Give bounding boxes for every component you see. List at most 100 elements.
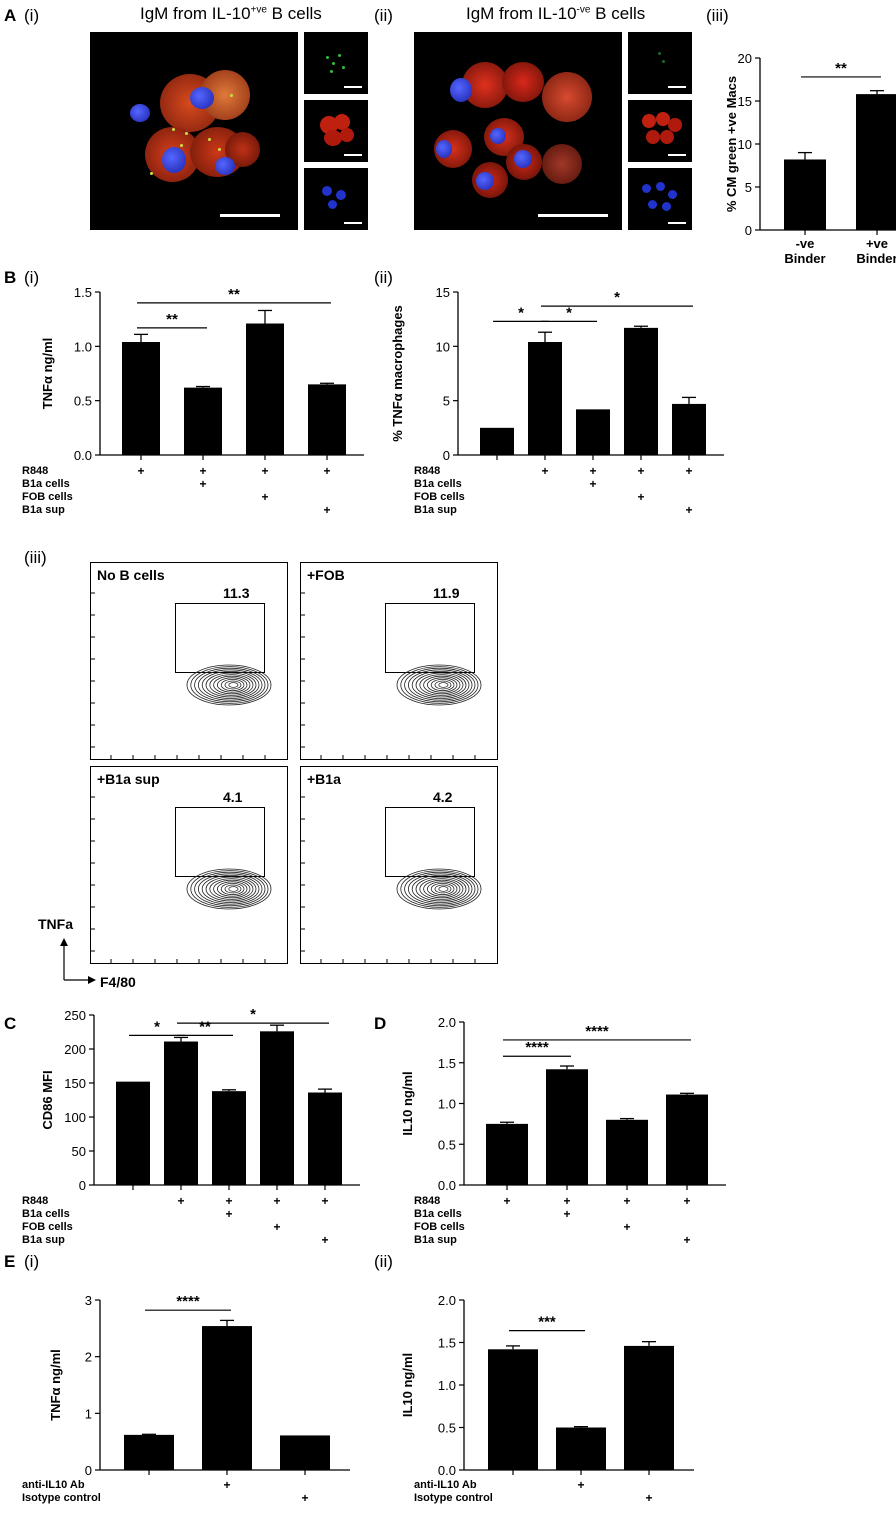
condition-plus: + bbox=[563, 1194, 570, 1208]
flow-panel: No B cells 11.3 bbox=[90, 562, 288, 760]
condition-plus: + bbox=[261, 490, 268, 504]
flow-x-axis-label: F4/80 bbox=[100, 974, 136, 990]
cell bbox=[642, 114, 656, 128]
condition-label: B1a cells bbox=[22, 478, 70, 490]
condition-label: Isotype control bbox=[22, 1492, 101, 1504]
y-tick-label: 0.5 bbox=[438, 1137, 456, 1152]
bar bbox=[528, 341, 562, 455]
contour-plot bbox=[91, 796, 272, 963]
condition-plus: + bbox=[683, 1233, 690, 1247]
condition-plus: + bbox=[321, 1233, 328, 1247]
nucleus bbox=[648, 200, 657, 209]
significance-label: * bbox=[614, 289, 620, 306]
contour-line bbox=[220, 679, 245, 692]
contour-line bbox=[213, 879, 251, 899]
contour-line bbox=[186, 664, 272, 706]
category-label: Binder bbox=[856, 251, 896, 266]
microscopy-blue-left bbox=[304, 168, 368, 230]
bar bbox=[856, 94, 896, 231]
gate-value: 11.9 bbox=[433, 585, 460, 601]
condition-label: FOB cells bbox=[22, 491, 73, 503]
nucleus bbox=[668, 190, 677, 199]
y-axis-label: % CM green +ve Macs bbox=[724, 76, 739, 212]
sub-label-e-i: (i) bbox=[24, 1252, 40, 1271]
sub-label-b-ii: (ii) bbox=[374, 268, 393, 287]
significance-label: **** bbox=[176, 1293, 200, 1310]
bar bbox=[308, 1092, 342, 1185]
y-tick-label: 15 bbox=[738, 94, 752, 109]
condition-plus: + bbox=[589, 464, 596, 478]
y-tick-label: 100 bbox=[64, 1110, 86, 1125]
condition-label: FOB cells bbox=[414, 1221, 465, 1233]
contour-line bbox=[415, 876, 467, 902]
cell bbox=[320, 116, 338, 134]
scale-bar bbox=[344, 86, 362, 88]
dot bbox=[662, 60, 665, 63]
contour-line bbox=[438, 682, 449, 688]
y-tick-label: 1.0 bbox=[438, 1378, 456, 1393]
scale-bar bbox=[344, 222, 362, 224]
microscopy-green-left bbox=[304, 32, 368, 94]
contour-line bbox=[216, 881, 248, 897]
condition-label: R848 bbox=[22, 465, 48, 477]
microscopy-blue-right bbox=[628, 168, 692, 230]
condition-plus: + bbox=[503, 1194, 510, 1208]
bar bbox=[124, 1434, 174, 1470]
flow-panel: +B1a sup 4.1 bbox=[90, 766, 288, 964]
scale-bar bbox=[220, 214, 280, 217]
contour-line bbox=[396, 868, 482, 910]
y-tick-label: 2.0 bbox=[438, 1015, 456, 1030]
flow-panel: +B1a 4.2 bbox=[300, 766, 498, 964]
sub-label-b-iii: (iii) bbox=[24, 548, 47, 567]
microscopy-red-left bbox=[304, 100, 368, 162]
scale-bar bbox=[668, 154, 686, 156]
gate-value: 4.1 bbox=[223, 789, 243, 805]
contour-line bbox=[426, 881, 458, 897]
contour-line bbox=[430, 883, 455, 896]
cell bbox=[668, 118, 682, 132]
condition-plus: + bbox=[541, 464, 548, 478]
sub-label-b-i: (i) bbox=[24, 268, 40, 287]
y-tick-label: 15 bbox=[436, 285, 450, 300]
contour-line bbox=[434, 680, 452, 690]
y-tick-label: 0 bbox=[79, 1178, 86, 1193]
contour-line bbox=[190, 870, 269, 908]
y-axis-label: TNFα ng/ml bbox=[40, 338, 55, 410]
microscopy-green-right bbox=[628, 32, 692, 94]
contour-line bbox=[419, 674, 464, 696]
y-tick-label: 0 bbox=[85, 1463, 92, 1478]
nucleus bbox=[336, 190, 346, 200]
condition-label: FOB cells bbox=[414, 491, 465, 503]
condition-plus: + bbox=[225, 1207, 232, 1221]
microscopy-merge-right bbox=[414, 32, 622, 230]
contour-line bbox=[194, 871, 266, 907]
contour-line bbox=[190, 666, 269, 704]
condition-plus: + bbox=[589, 477, 596, 491]
condition-plus: + bbox=[563, 1207, 570, 1221]
contour-line bbox=[224, 680, 242, 690]
condition-plus: + bbox=[623, 1220, 630, 1234]
flow-panel-label: +B1a bbox=[307, 771, 341, 787]
nucleus bbox=[656, 182, 665, 191]
y-tick-label: 0 bbox=[745, 223, 752, 238]
dot bbox=[326, 56, 329, 59]
category-label: Binder bbox=[784, 251, 825, 266]
gate-value: 4.2 bbox=[433, 789, 453, 805]
gate-value: 11.3 bbox=[223, 585, 250, 601]
y-tick-label: 0.0 bbox=[438, 1463, 456, 1478]
y-tick-label: 1 bbox=[85, 1406, 92, 1421]
dot bbox=[208, 138, 211, 141]
condition-plus: + bbox=[321, 1194, 328, 1208]
condition-plus: + bbox=[199, 477, 206, 491]
contour-line bbox=[396, 664, 482, 706]
cell bbox=[646, 130, 660, 144]
contour-line bbox=[216, 677, 248, 693]
bar bbox=[606, 1119, 648, 1185]
nucleus bbox=[322, 186, 332, 196]
sub-label-e-ii: (ii) bbox=[374, 1252, 393, 1271]
